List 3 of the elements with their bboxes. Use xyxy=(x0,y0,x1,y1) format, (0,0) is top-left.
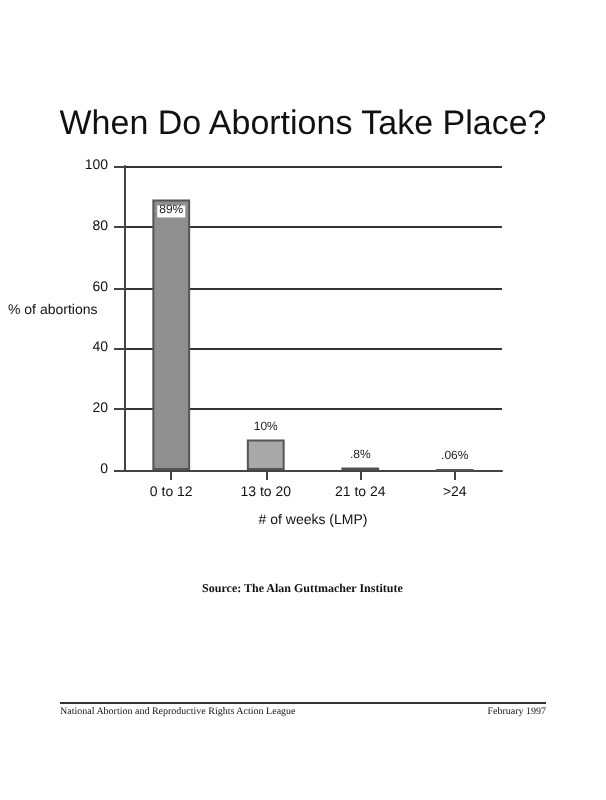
bar xyxy=(152,199,191,470)
bar xyxy=(246,439,285,470)
chart-title: When Do Abortions Take Place? xyxy=(59,104,547,142)
